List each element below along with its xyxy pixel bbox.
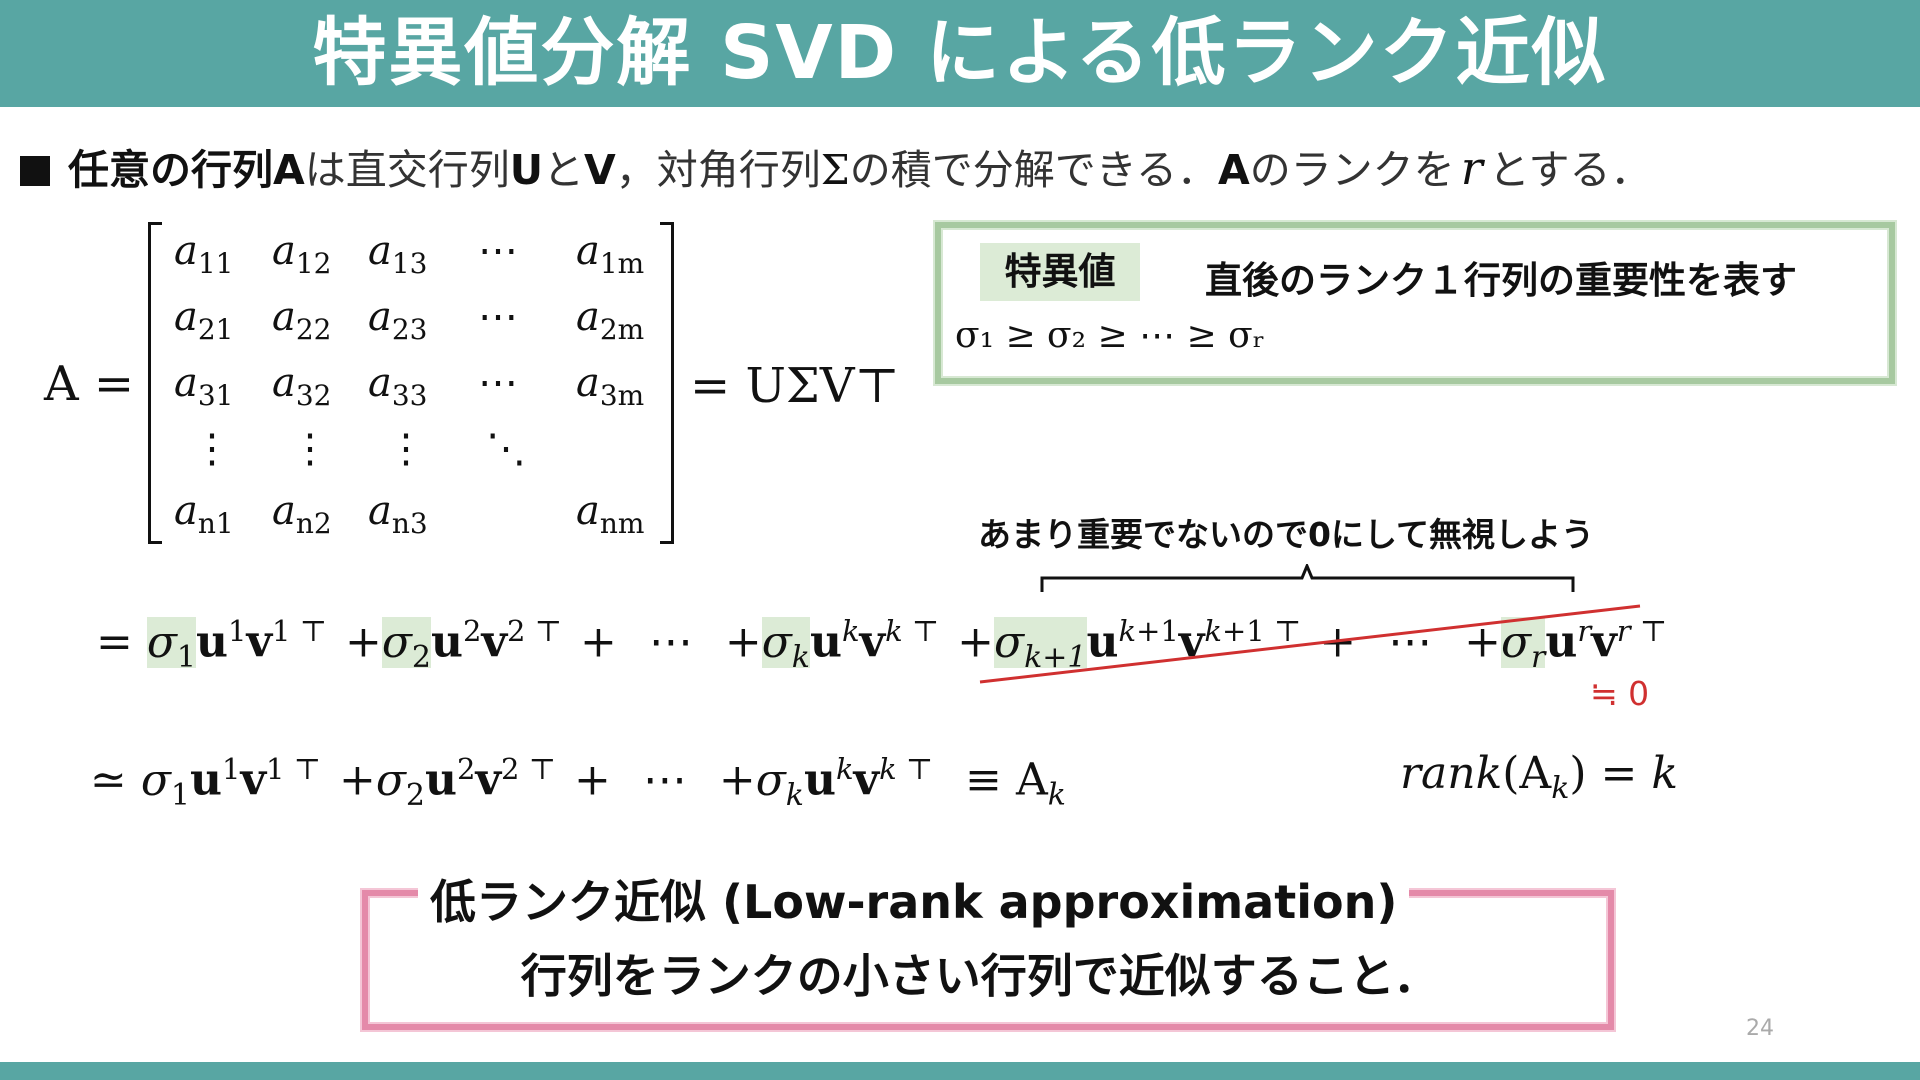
intro-part-3: U xyxy=(509,146,544,194)
matrix-cell: a12 xyxy=(272,228,332,280)
matrix-cell: a1m xyxy=(576,228,645,280)
matrix-rhs: = UΣV⊤ xyxy=(690,358,900,414)
matrix-lhs: A = xyxy=(44,356,135,412)
matrix-bracket-right xyxy=(660,222,674,544)
intro-part-12: とする． xyxy=(1488,146,1652,194)
intro-part-4: と xyxy=(543,146,585,194)
intro-part-11: r xyxy=(1460,141,1483,195)
matrix-cell: a32 xyxy=(272,360,332,412)
title-bar xyxy=(0,0,1920,107)
matrix-a: a11 a12 a13 ⋯ a1m a21 a22 a23 ⋯ a2m a31 … xyxy=(148,222,674,544)
matrix-cell: a13 xyxy=(368,228,428,280)
slide-title: 特異値分解 SVD による低ランク近似 xyxy=(312,10,1608,96)
matrix-dots: ⋮ xyxy=(386,426,426,472)
ignore-note: あまり重要でないので0にして無視しよう xyxy=(978,515,1594,554)
singular-value-order: σ₁ ≥ σ₂ ≥ ⋯ ≥ σᵣ xyxy=(955,315,1266,356)
low-rank-description: 行列をランクの小さい行列で近似すること． xyxy=(520,949,1440,1003)
brace-icon xyxy=(1040,564,1575,592)
low-rank-title: 低ランク近似 (Low-rank approximation) xyxy=(418,866,1410,932)
rank-equation: rank(Ak) = k xyxy=(1400,748,1679,806)
intro-part-2: は直交行列 xyxy=(304,146,510,194)
intro-part-8: の積で分解できる． xyxy=(849,146,1218,194)
intro-part-5: V xyxy=(584,146,616,194)
matrix-cell: a2m xyxy=(576,294,645,346)
intro-part-10: のランクを xyxy=(1249,146,1455,194)
intro-part-1: 任意の行列A xyxy=(68,146,305,194)
matrix-dots: ⋯ xyxy=(478,360,518,406)
intro-part-7: Σ xyxy=(820,146,850,194)
matrix-dots: ⋮ xyxy=(192,426,232,472)
matrix-cell: an3 xyxy=(368,488,428,540)
matrix-dots: ⋮ xyxy=(290,426,330,472)
matrix-cell: a31 xyxy=(174,360,234,412)
matrix-dots: ⋯ xyxy=(478,294,518,340)
singular-value-description: 直後のランク１行列の重要性を表す xyxy=(1205,259,1797,302)
matrix-bracket-left xyxy=(148,222,162,544)
singular-value-label: 特異値 xyxy=(980,243,1140,301)
intro-sentence: 任意の行列Aは直交行列UとV，対角行列Σの積で分解できる．Aのランクを r とする． xyxy=(20,136,1651,196)
matrix-cell: a21 xyxy=(174,294,234,346)
matrix-cell: a33 xyxy=(368,360,428,412)
bullet-square-icon xyxy=(20,156,50,186)
approximation-equation: ≃ σ1u1v1 ⊤ +σ2u2v2 ⊤ + ⋯ +σkukvk ⊤ ≡ Ak xyxy=(90,752,1066,813)
singular-value-box xyxy=(935,222,1895,384)
expansion-equation: = σ1u1v1 ⊤ +σ2u2v2 ⊤ + ⋯ +σkukvk ⊤ +σk+1uk+… xyxy=(96,614,1668,675)
matrix-cell: an1 xyxy=(174,488,234,540)
page-number: 24 xyxy=(1746,1016,1774,1041)
intro-part-9: A xyxy=(1217,146,1250,194)
approx-zero: ≒ 0 xyxy=(1590,674,1650,713)
intro-part-6: ，対角行列 xyxy=(615,146,821,194)
matrix-cell: an2 xyxy=(272,488,332,540)
matrix-cell: a22 xyxy=(272,294,332,346)
bottom-bar xyxy=(0,1062,1920,1080)
matrix-cell: anm xyxy=(576,488,645,540)
matrix-cell: a11 xyxy=(174,228,234,280)
matrix-dots: ⋱ xyxy=(486,426,526,472)
matrix-dots: ⋯ xyxy=(478,228,518,274)
matrix-cell: a23 xyxy=(368,294,428,346)
matrix-cell: a3m xyxy=(576,360,645,412)
